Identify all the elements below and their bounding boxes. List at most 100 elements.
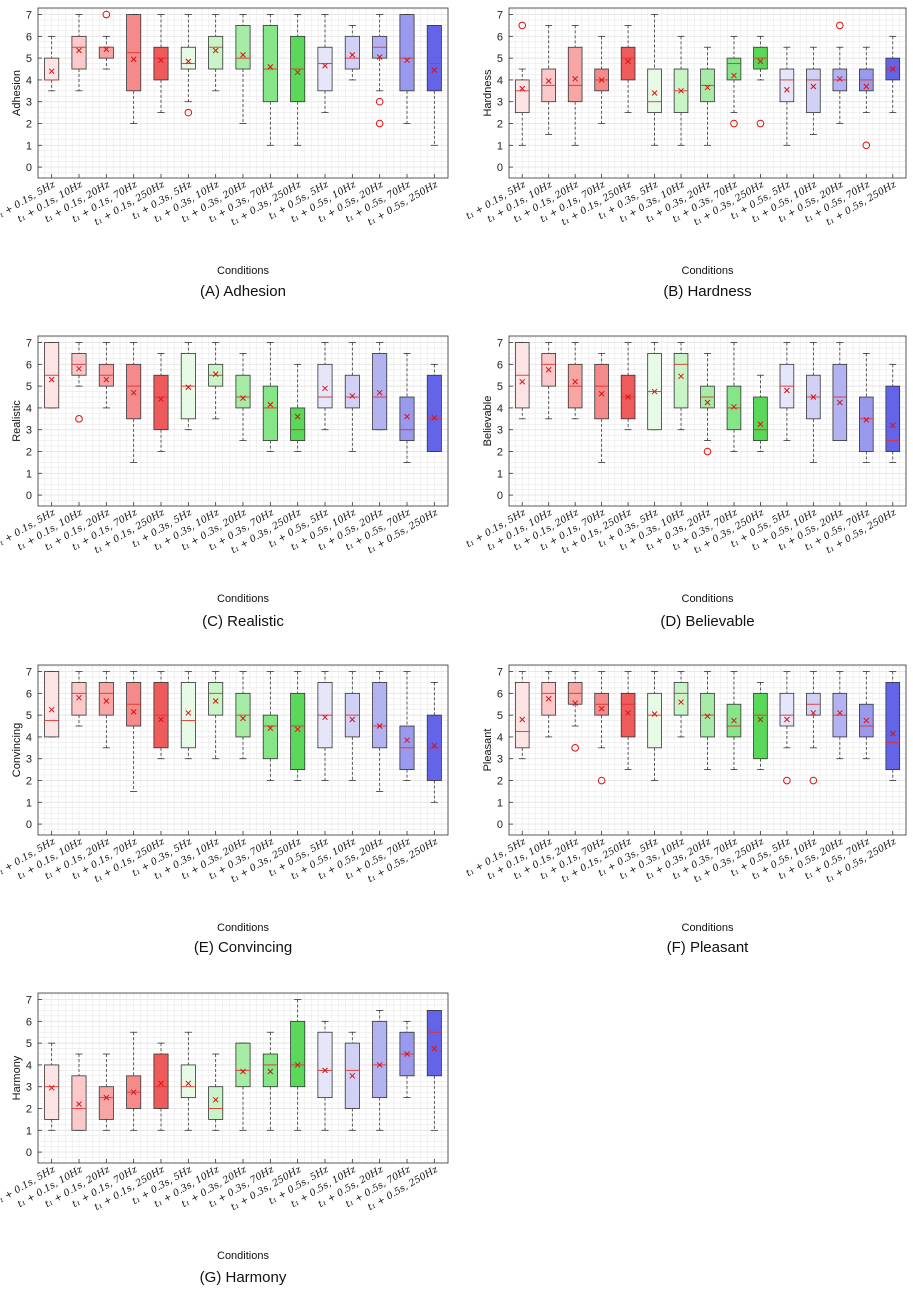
mean-marker (598, 390, 605, 397)
y-tick-label: 7 (26, 667, 32, 679)
mean-marker (48, 1084, 55, 1091)
mean-marker (240, 1068, 246, 1075)
mean-marker-stroke (678, 373, 684, 380)
iqr-box (235, 374, 251, 409)
iqr-box (262, 1053, 278, 1088)
mean-marker-stroke (863, 717, 870, 724)
box-6 (647, 671, 662, 781)
mean-marker (572, 700, 579, 706)
mean-marker (572, 378, 579, 385)
mean-marker-stroke (431, 414, 438, 421)
mean-marker-stroke (651, 90, 658, 96)
iqr-box (779, 68, 795, 103)
panel-caption: (E) Convincing (194, 939, 292, 956)
box-3 (98, 342, 114, 409)
mean-marker-stroke (322, 385, 328, 392)
x-axis-label: Conditions (682, 922, 734, 934)
iqr-box (153, 374, 169, 431)
x-axis-label: Conditions (682, 593, 734, 605)
mean-marker (76, 1101, 82, 1108)
mean-marker (757, 421, 764, 428)
mean-marker-stroke (376, 54, 383, 60)
iqr-box (673, 353, 689, 409)
box-12 (344, 25, 360, 81)
y-tick-label: 0 (497, 819, 503, 831)
mean-marker-stroke (625, 710, 631, 716)
mean-marker (545, 366, 552, 373)
mean-marker-stroke (784, 86, 790, 93)
iqr-box (514, 79, 530, 114)
y-tick-label: 1 (26, 1125, 32, 1137)
mean-marker (376, 54, 383, 60)
mean-marker (810, 710, 817, 716)
box-11 (779, 46, 795, 146)
box-9 (262, 671, 278, 781)
mean-marker-stroke (240, 395, 246, 401)
mean-marker (76, 694, 82, 701)
outlier-point (102, 10, 111, 19)
box-12 (344, 1031, 360, 1131)
mean-marker-stroke (376, 389, 383, 396)
mean-marker-stroke (130, 389, 137, 396)
box-5 (153, 1042, 169, 1131)
panel-caption: (F) Pleasant (667, 939, 750, 956)
iqr-box (426, 374, 442, 452)
box-8 (235, 14, 251, 124)
mean-marker (651, 388, 658, 395)
y-tick-label: 1 (497, 468, 503, 480)
mean-marker-stroke (212, 47, 219, 54)
iqr-box (726, 57, 742, 81)
box-14 (399, 671, 415, 781)
mean-marker-stroke (519, 378, 526, 385)
mean-marker (836, 75, 843, 82)
y-tick-label: 5 (26, 1038, 32, 1050)
outlier-point (571, 744, 579, 752)
mean-marker (48, 706, 55, 713)
mean-marker-stroke (267, 401, 274, 408)
outlier-point (703, 447, 712, 456)
mean-marker (376, 1062, 383, 1068)
box-5 (620, 671, 636, 771)
y-tick-label: 4 (497, 75, 503, 87)
box-7 (208, 342, 224, 420)
mean-marker-stroke (240, 1068, 246, 1075)
y-tick-label: 2 (26, 776, 32, 788)
mean-marker (158, 396, 164, 403)
mean-marker (404, 413, 410, 420)
box-12 (806, 671, 821, 785)
box-15 (885, 671, 901, 781)
y-tick-label: 6 (26, 31, 32, 43)
mean-marker (130, 709, 137, 715)
mean-marker-stroke (757, 421, 764, 428)
x-axis-label: Conditions (217, 593, 269, 605)
mean-marker-stroke (48, 376, 55, 383)
mean-marker (784, 387, 790, 394)
outlier-point (756, 119, 765, 128)
outlier-point (597, 776, 606, 785)
y-tick-label: 0 (497, 162, 503, 174)
box-4 (594, 35, 609, 124)
mean-marker (678, 699, 684, 705)
x-axis-label: Conditions (217, 922, 269, 934)
iqr-box (647, 68, 662, 114)
iqr-box (317, 46, 333, 92)
iqr-box (885, 682, 901, 771)
outlier-point (809, 776, 818, 785)
y-axis-label: Realistic (11, 400, 23, 442)
mean-marker-stroke (836, 75, 843, 82)
box-12 (344, 671, 360, 781)
mean-marker-stroke (267, 1068, 274, 1075)
box-1 (514, 671, 530, 760)
y-tick-label: 4 (26, 403, 32, 415)
mean-marker-stroke (130, 56, 137, 63)
y-tick-label: 2 (26, 1104, 32, 1116)
box-13 (832, 21, 848, 124)
mean-marker-stroke (431, 742, 438, 749)
box-1 (514, 342, 530, 420)
box-8 (235, 353, 251, 442)
mean-marker (103, 46, 110, 53)
mean-marker-stroke (240, 715, 246, 722)
